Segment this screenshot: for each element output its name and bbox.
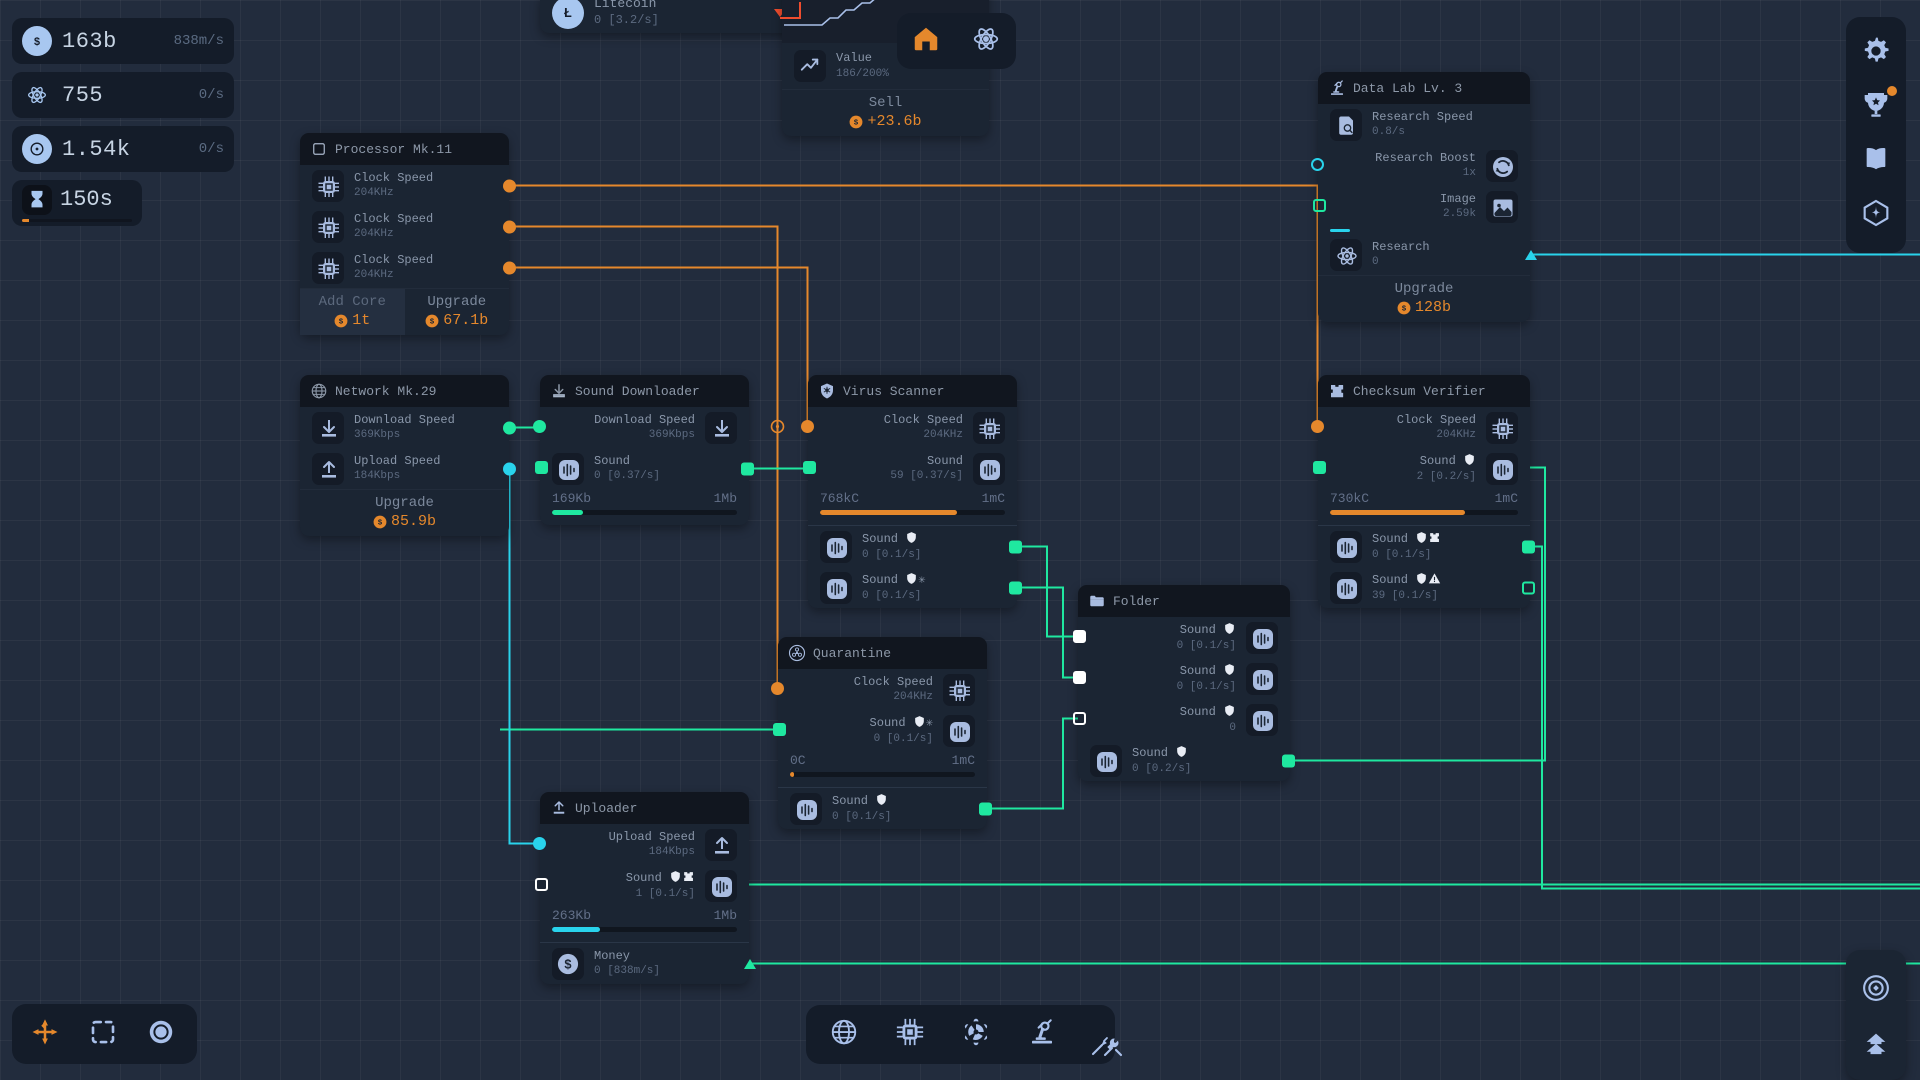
svg-text:Ł: Ł xyxy=(564,6,572,20)
svg-text:$: $ xyxy=(34,36,40,48)
